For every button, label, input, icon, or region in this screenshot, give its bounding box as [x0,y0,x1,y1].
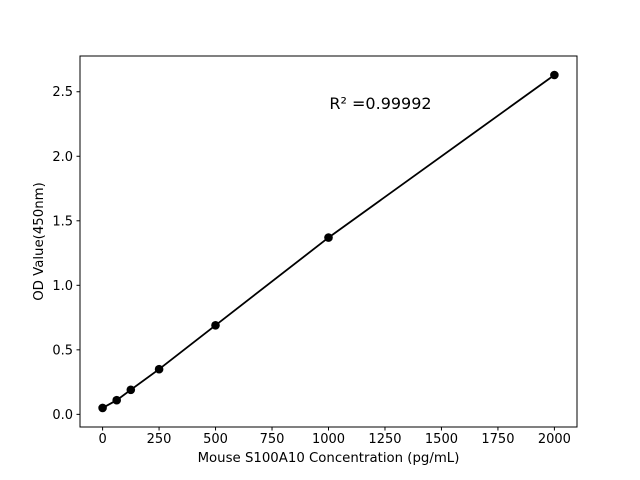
y-tick-label: 0.5 [52,343,73,358]
data-point [550,70,559,80]
y-tick-label: 1.5 [52,214,73,229]
x-tick-label: 0 [98,432,106,447]
y-tick-label: 1.0 [52,279,73,294]
x-tick-label: 750 [260,432,285,447]
data-point [324,233,333,242]
y-tick-label: 0.0 [52,408,73,423]
x-tick-label: 500 [203,432,228,447]
r-squared-annotation: R² =0.99992 [329,94,431,113]
data-point [112,395,121,405]
x-tick-label: 1000 [312,432,345,447]
y-axis-label: OD Value(450nm) [32,182,47,301]
x-tick-label: 2000 [538,432,571,447]
x-axis-label: Mouse S100A10 Concentration (pg/mL) [198,451,460,466]
x-tick-label: 1500 [425,432,458,447]
data-point [126,385,136,395]
x-tick-label: 1250 [368,432,401,447]
x-tick-label: 250 [147,432,172,447]
y-axis-ticks: 0.0 0.5 1.0 1.5 2.0 2.5 [52,85,80,423]
data-point [211,321,220,330]
data-point [154,364,164,374]
x-tick-label: 1750 [481,432,514,447]
data-point [98,403,107,413]
data-series [98,70,559,413]
y-tick-label: 2.0 [52,150,73,165]
axes-spines [79,55,578,428]
x-axis-ticks: 0 250 500 750 1000 1250 1500 1750 2000 [98,427,571,447]
y-tick-label: 2.5 [52,85,73,100]
